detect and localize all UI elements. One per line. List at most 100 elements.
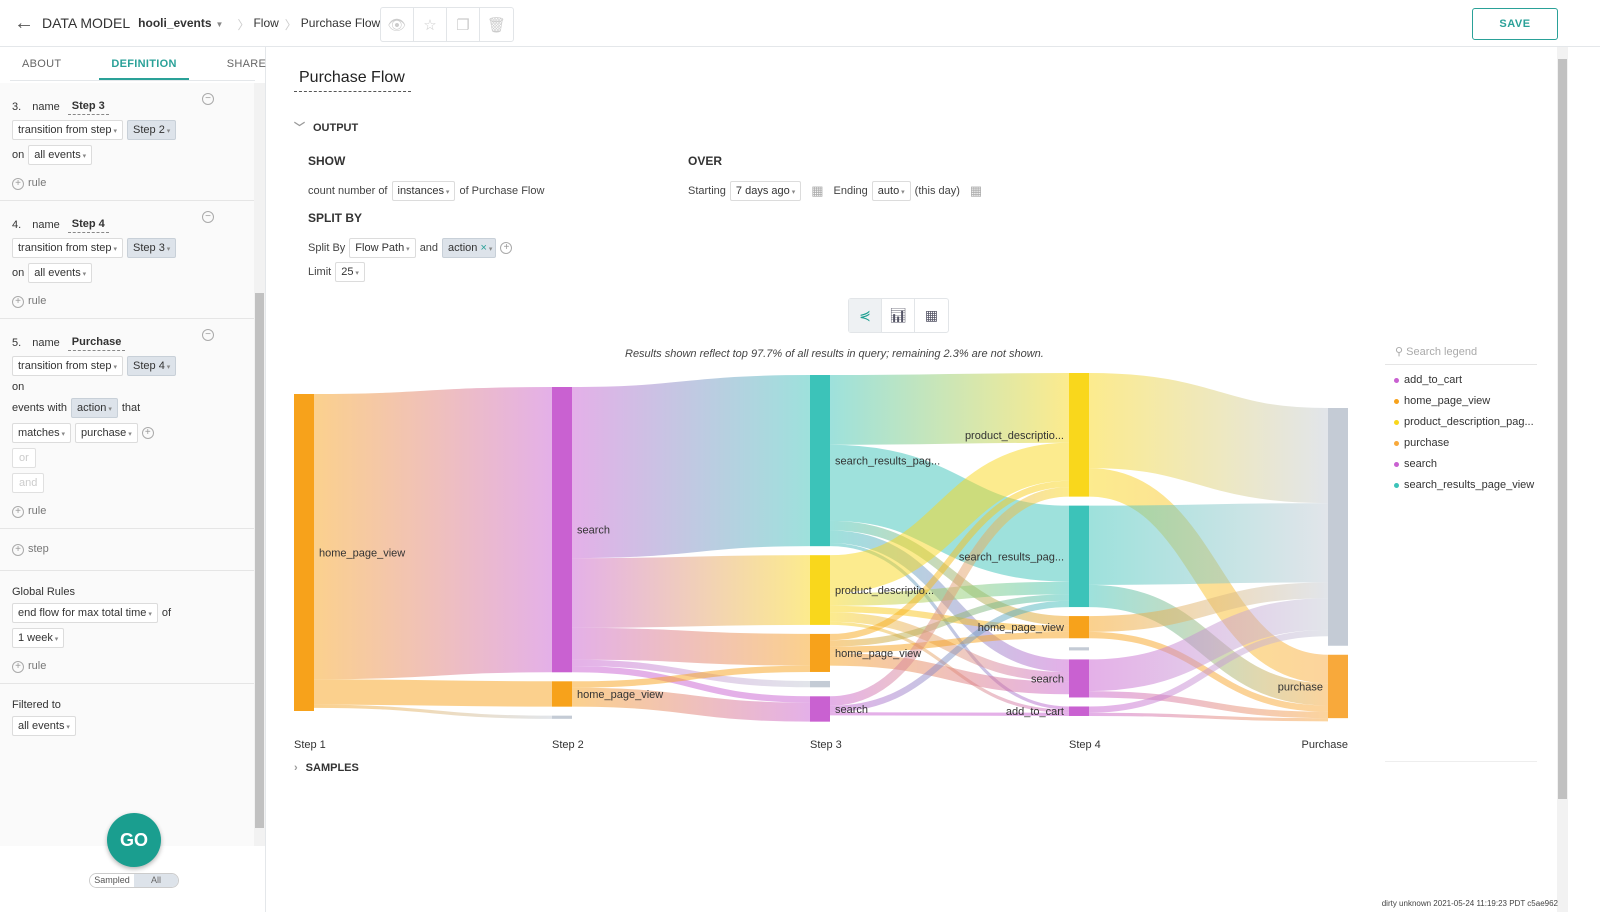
sankey-link[interactable]	[829, 480, 1070, 641]
action-chip[interactable]: action ×	[442, 238, 497, 258]
step-name-input[interactable]: Step 4	[67, 216, 109, 233]
filter-dropdown[interactable]: all events	[12, 716, 76, 736]
sankey-node[interactable]	[1069, 706, 1089, 716]
sampled-option[interactable]: Sampled	[90, 874, 134, 887]
operator-dropdown[interactable]: matches	[12, 423, 72, 443]
sankey-link[interactable]	[571, 627, 811, 666]
scroll-thumb[interactable]	[255, 293, 264, 828]
sankey-link[interactable]	[1088, 629, 1329, 713]
sankey-link[interactable]	[313, 387, 553, 680]
save-button[interactable]: SAVE	[1472, 8, 1558, 40]
star-icon[interactable]: ☆	[414, 8, 447, 41]
sankey-link[interactable]	[829, 631, 1070, 653]
tab-about[interactable]: ABOUT	[22, 58, 62, 70]
sankey-node[interactable]	[810, 375, 830, 547]
flow-path-dropdown[interactable]: Flow Path	[349, 238, 416, 258]
add-rule-button[interactable]: + rule	[12, 295, 242, 308]
transition-dropdown[interactable]: transition from step	[12, 120, 124, 140]
sankey-node[interactable]	[1069, 647, 1089, 651]
sankey-node[interactable]	[810, 696, 830, 722]
sankey-link[interactable]	[1088, 373, 1329, 504]
sankey-link[interactable]	[1088, 691, 1329, 719]
copy-icon[interactable]: ❐	[447, 8, 480, 41]
samples-toggle[interactable]: › SAMPLES	[294, 762, 359, 774]
sankey-node[interactable]	[1328, 654, 1348, 719]
legend-search-input[interactable]: ⚲ Search legend	[1385, 339, 1537, 365]
calendar-icon[interactable]: ▦	[969, 183, 983, 198]
page-title[interactable]: Purchase Flow	[294, 69, 411, 92]
add-value-icon[interactable]: +	[141, 427, 154, 439]
and-button[interactable]: and	[12, 473, 45, 493]
property-dropdown[interactable]: action	[71, 398, 118, 418]
legend-item[interactable]: search	[1394, 458, 1537, 470]
left-scrollbar[interactable]	[254, 83, 265, 846]
output-toggle[interactable]: ﹀ OUTPUT	[294, 119, 358, 135]
sankey-link[interactable]	[829, 487, 1070, 706]
sankey-link[interactable]	[829, 652, 1070, 695]
sankey-link[interactable]	[1088, 503, 1329, 585]
sankey-link[interactable]	[829, 612, 1070, 682]
sankey-view-icon[interactable]: ⋞	[849, 299, 882, 332]
or-button[interactable]: or	[12, 448, 36, 468]
value-dropdown[interactable]: purchase	[75, 423, 138, 443]
scroll-thumb[interactable]	[1558, 59, 1567, 799]
sankey-node[interactable]	[552, 387, 572, 673]
add-global-rule-button[interactable]: + rule	[12, 660, 242, 673]
sampled-toggle[interactable]: Sampled All	[89, 873, 179, 888]
all-option[interactable]: All	[134, 874, 178, 887]
transition-dropdown[interactable]: transition from step	[12, 238, 124, 258]
sankey-link[interactable]	[571, 665, 811, 703]
limit-dropdown[interactable]: 25	[335, 262, 365, 282]
add-rule-button[interactable]: + rule	[12, 505, 242, 518]
dataset-selector[interactable]: hooli_events ▼	[138, 16, 223, 30]
eye-icon[interactable]: 👁	[381, 8, 414, 41]
sankey-link[interactable]	[1088, 598, 1329, 692]
remove-step-icon[interactable]: −	[202, 211, 214, 223]
sankey-node[interactable]	[810, 680, 830, 688]
start-dropdown[interactable]: 7 days ago	[729, 181, 802, 201]
add-split-icon[interactable]: +	[500, 242, 513, 254]
sankey-link[interactable]	[571, 687, 811, 722]
tab-share[interactable]: SHARE	[226, 58, 267, 70]
sankey-link[interactable]	[1088, 712, 1329, 722]
end-flow-dropdown[interactable]: end flow for max total time	[12, 603, 158, 623]
legend-item[interactable]: product_description_pag...	[1394, 416, 1537, 428]
sankey-node[interactable]	[810, 555, 830, 625]
sankey-link[interactable]	[313, 679, 553, 707]
sankey-node[interactable]	[1328, 408, 1348, 646]
from-step-dropdown[interactable]: Step 2	[127, 120, 177, 140]
step-name-input[interactable]: Step 3	[67, 98, 109, 115]
sankey-link[interactable]	[1088, 582, 1329, 632]
sankey-link[interactable]	[829, 373, 1070, 445]
sankey-node[interactable]	[810, 633, 830, 672]
events-dropdown[interactable]: all events	[28, 263, 93, 283]
sankey-node[interactable]	[552, 681, 572, 707]
go-button[interactable]: GO	[107, 813, 161, 867]
sankey-link[interactable]	[571, 375, 811, 559]
sankey-node[interactable]	[552, 715, 572, 719]
sankey-link[interactable]	[829, 520, 1070, 626]
sankey-link[interactable]	[829, 442, 1070, 594]
add-rule-button[interactable]: + rule	[12, 177, 242, 190]
duration-dropdown[interactable]: 1 week	[12, 628, 65, 648]
sankey-node[interactable]	[294, 394, 314, 711]
sankey-node[interactable]	[1069, 373, 1089, 497]
legend-item[interactable]: add_to_cart	[1394, 374, 1537, 386]
main-scrollbar[interactable]	[1557, 47, 1568, 912]
from-step-dropdown[interactable]: Step 4	[127, 356, 177, 376]
remove-step-icon[interactable]: −	[202, 329, 214, 341]
add-step-button[interactable]: + step	[12, 543, 242, 556]
sankey-node[interactable]	[1069, 616, 1089, 639]
sankey-link[interactable]	[571, 555, 811, 628]
instances-dropdown[interactable]: instances	[391, 181, 456, 201]
trash-icon[interactable]: 🗑	[486, 16, 507, 34]
table-view-icon[interactable]: ▦	[924, 307, 939, 323]
end-dropdown[interactable]: auto	[871, 181, 911, 201]
step-name-input[interactable]: Purchase	[67, 334, 126, 351]
sankey-node[interactable]	[1069, 505, 1089, 608]
legend-item[interactable]: purchase	[1394, 437, 1537, 449]
events-dropdown[interactable]: all events	[28, 145, 93, 165]
sankey-link[interactable]	[571, 665, 811, 688]
remove-step-icon[interactable]: −	[202, 93, 214, 105]
transition-dropdown[interactable]: transition from step	[12, 356, 124, 376]
